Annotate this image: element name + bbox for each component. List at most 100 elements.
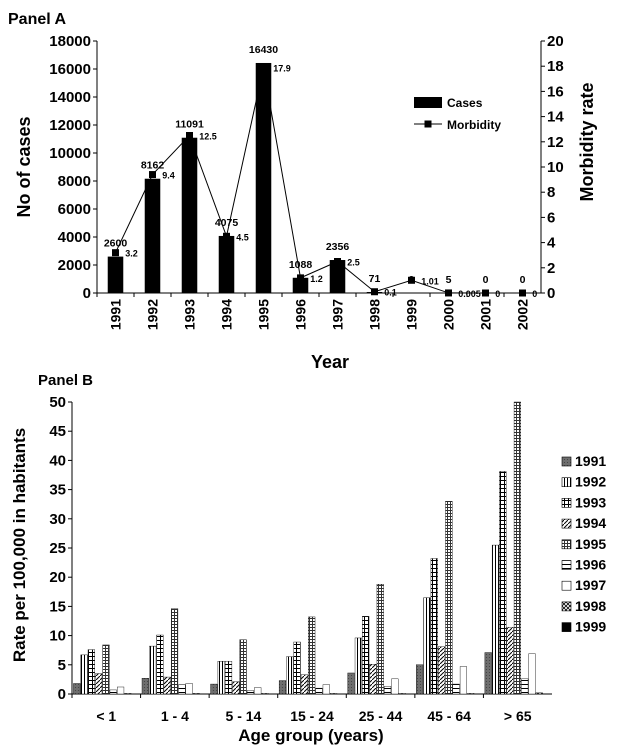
morbidity-marker xyxy=(408,276,415,284)
panel-b-y-tick-label: 20 xyxy=(49,569,66,586)
age-bar-1998 xyxy=(261,693,269,695)
age-bar-1994 xyxy=(95,673,103,695)
age-bar-1997 xyxy=(459,666,467,695)
age-bar-1997 xyxy=(322,684,330,695)
panel-a-y2-tick-label: 2 xyxy=(547,260,555,277)
age-bar-1995 xyxy=(239,639,247,695)
panel-a-x-tick-label: 2000 xyxy=(441,299,457,330)
panel-a-y-tick-label: 16000 xyxy=(49,61,91,78)
age-bar-1992 xyxy=(80,654,88,695)
age-bar-1992 xyxy=(286,656,294,695)
age-bar-1995 xyxy=(445,501,453,695)
panel-a-x-tick-label: 1997 xyxy=(330,299,346,330)
cases-data-label: 2356 xyxy=(326,241,350,253)
morbidity-data-label: 0 xyxy=(532,289,537,299)
panel-b-y-tick-label: 15 xyxy=(49,598,66,615)
age-bar-1992 xyxy=(354,637,362,695)
cases-bar xyxy=(144,178,161,293)
morbidity-marker xyxy=(149,171,156,179)
cases-data-label: 1088 xyxy=(289,259,313,271)
panel-b-y-tick-label: 5 xyxy=(58,657,66,674)
panel-a-morbidity-line xyxy=(112,63,526,297)
morbidity-marker xyxy=(519,289,526,297)
panel-a-y-tick-label: 12000 xyxy=(49,117,91,134)
panel-b-x-tick-label: 5 - 14 xyxy=(226,708,262,724)
panel-a-y2-tick-label: 0 xyxy=(547,285,555,302)
panel-a-x-tick-label: 1998 xyxy=(367,299,383,330)
panel-a-y2-tick-label: 20 xyxy=(547,33,564,50)
panel-a-x-tick-label: 2001 xyxy=(478,299,494,330)
panel-a-x-tick-label: 1994 xyxy=(219,299,235,330)
age-bar-1991 xyxy=(416,664,424,695)
age-bar-1995 xyxy=(513,401,521,695)
panel-b-x-tick-label: < 1 xyxy=(96,708,116,724)
legend-marker-morbidity xyxy=(424,120,432,128)
age-bar-1997 xyxy=(185,683,193,695)
panel-a-y-tick-label: 18000 xyxy=(49,33,91,50)
legend-swatch-1996 xyxy=(561,560,572,570)
age-bar-1991 xyxy=(141,678,149,695)
legend-swatch-1994 xyxy=(561,518,572,529)
panel-a-x-tick-label: 2002 xyxy=(515,299,531,330)
legend-label-1991: 1991 xyxy=(575,453,606,469)
panel-b-x-tick-label: 25 - 44 xyxy=(359,708,403,724)
panel-b-x-tick-label: 15 - 24 xyxy=(290,708,334,724)
panel-b-y-tick-label: 30 xyxy=(49,511,66,528)
panel-a-x-tick-label: 1999 xyxy=(404,299,420,330)
legend-swatch-1997 xyxy=(561,580,572,591)
legend-label-1995: 1995 xyxy=(575,536,606,552)
panel-a-axes: 0200040006000800010000120001400016000180… xyxy=(49,33,564,330)
panel-a-y2-tick-label: 8 xyxy=(547,184,555,201)
legend-label-1993: 1993 xyxy=(575,494,606,510)
panel-b-x-tick-label: > 65 xyxy=(504,708,532,724)
age-bar-1996 xyxy=(178,684,186,695)
morbidity-data-label: 12.5 xyxy=(199,132,217,142)
panel-b-y-tick-label: 50 xyxy=(49,394,66,411)
legend-label-morbidity: Morbidity xyxy=(447,118,501,132)
panel-a-x-tick-label: 1996 xyxy=(293,299,309,330)
panel-a-y2-tick-label: 10 xyxy=(547,159,564,176)
morbidity-data-label: 9.4 xyxy=(162,171,175,181)
panel-a-y2-tick-label: 16 xyxy=(547,83,564,100)
panel-a-x-tick-label: 1992 xyxy=(145,299,161,330)
panel-a-x-tick-label: 1993 xyxy=(182,299,198,330)
morbidity-data-label: 1.01 xyxy=(421,276,439,286)
morbidity-marker xyxy=(297,274,304,282)
age-bar-1996 xyxy=(315,687,323,695)
legend-swatch-1993 xyxy=(561,498,572,508)
cases-bar xyxy=(292,277,309,293)
panel-a-x-tick-label: 1991 xyxy=(108,299,124,330)
age-bar-1995 xyxy=(376,584,384,695)
age-bar-1997 xyxy=(391,678,399,695)
morbidity-data-label: 1.2 xyxy=(310,274,323,284)
age-bar-1992 xyxy=(423,597,431,695)
cases-bar xyxy=(107,256,124,293)
age-bar-1993 xyxy=(87,649,95,695)
legend-swatch-1999 xyxy=(561,622,572,632)
legend-swatch-1991 xyxy=(561,456,572,467)
legend-swatch-1998 xyxy=(561,601,572,612)
panel-b-y-axis-title: Rate per 100,000 in habitants xyxy=(10,428,29,662)
cases-data-label: 11091 xyxy=(175,119,204,131)
cases-bar xyxy=(329,260,346,293)
age-bar-1993 xyxy=(430,558,438,695)
morbidity-line xyxy=(115,67,523,294)
morbidity-data-label: 0.005 xyxy=(458,289,481,299)
panel-a-legend: Cases Morbidity xyxy=(414,96,501,132)
age-bar-1995 xyxy=(102,644,110,695)
age-bar-1997 xyxy=(528,653,536,695)
morbidity-data-label: 0.1 xyxy=(384,288,397,298)
panel-b-x-axis-title: Age group (years) xyxy=(238,726,383,745)
panel-b-bars xyxy=(73,401,551,695)
age-bar-1992 xyxy=(149,645,157,695)
age-bar-1994 xyxy=(506,627,514,695)
cases-data-label: 5 xyxy=(446,274,452,286)
legend-label-1999: 1999 xyxy=(575,619,606,635)
panel-b: Panel B 0 5 10 15 20 25 30 35 40 45 50 < 1 1 - 4 5 - … xyxy=(10,372,606,745)
panel-b-y-tick-label: 25 xyxy=(49,540,66,557)
cases-data-label: 4075 xyxy=(215,217,239,229)
morbidity-marker xyxy=(371,288,378,296)
morbidity-marker xyxy=(334,258,341,265)
panel-b-axes: 0 5 10 15 20 25 30 35 40 45 50 < 1 1 - 4 5 - 14 15 - 2… xyxy=(49,394,552,724)
